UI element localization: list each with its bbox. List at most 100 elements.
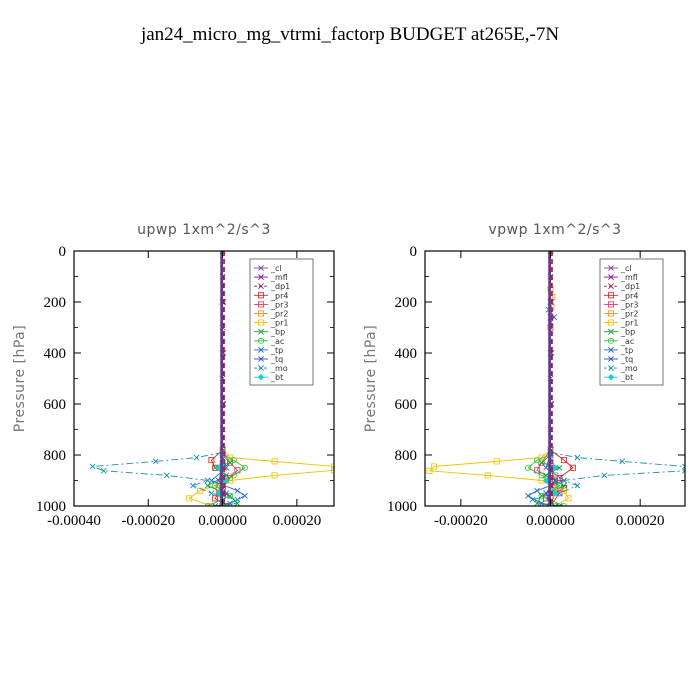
legend-label: _dp1 [620,282,640,291]
data-point-pr1 [186,495,193,502]
y-tick-label: 800 [395,448,418,464]
legend-label: _pr1 [620,319,638,328]
legend-marker [608,265,614,271]
y-tick-label: 1000 [387,499,417,515]
legend-label: _tp [270,346,283,355]
data-point-pr1 [484,472,491,479]
data-point-tq [543,490,549,497]
legend-label: _ac [620,337,634,346]
legend-label: _ac [270,337,284,346]
panel-title: upwp 1xm^2/s^3 [137,222,271,238]
legend-marker [258,265,264,271]
data-point-bp [212,464,219,471]
data-point-pr1 [565,495,572,502]
legend-label: _bp [620,328,635,337]
legend-marker [257,337,264,344]
legend-label: _pr1 [270,319,288,328]
legend-marker [258,346,264,353]
legend-marker [257,319,264,326]
data-point-tp [234,487,241,494]
data-point-bt [215,464,223,471]
legend-marker [258,328,264,335]
data-point-bt [551,464,559,471]
legend-label: _pr3 [620,300,638,309]
legend-marker [258,356,264,362]
legend-label: _bt [270,373,283,382]
legend-label: _mo [270,364,288,373]
y-axis-label: Pressure [hPa] [12,325,28,432]
y-tick-label: 600 [395,397,418,413]
data-point-pr4 [560,457,567,464]
data-point-ac [525,464,532,471]
series-line-pr1 [428,449,570,506]
x-tick-label: -0.00020 [434,513,488,529]
data-point-mo [682,467,685,474]
data-point-tp [525,492,532,499]
data-point-mo [574,454,581,461]
data-point-pr1 [426,467,433,474]
data-point-mo [193,454,200,461]
figure-title: jan24_micro_mg_vtrmi_factorp BUDGET at26… [140,24,559,45]
data-point-pr4 [208,457,215,464]
legend: _cl_mfl_dp1_pr4_pr3_pr2_pr1_bp_ac_tp_tq_… [599,258,664,386]
legend-label: _tp [620,346,633,355]
data-point-pr1 [271,458,278,465]
data-point-tp [212,503,219,506]
legend-marker [608,365,614,372]
data-point-tp [534,487,540,494]
data-point-pr1 [493,458,500,465]
legend-label: _mfl [620,273,638,282]
legend-marker [608,283,614,290]
legend-marker [608,301,615,308]
data-point-pr4 [212,495,219,502]
legend-marker [608,310,615,317]
legend-marker [257,374,265,381]
legend-marker [258,274,264,281]
legend-label: _mo [620,364,638,373]
panel-title: vpwp 1xm^2/s^3 [488,222,621,238]
legend-label: _bt [620,373,633,382]
data-point-ac [241,464,248,471]
data-point-tp [241,492,248,499]
data-point-mo [234,496,241,503]
data-point-mo [574,482,581,489]
x-tick-label: 0.00000 [198,513,247,529]
series-line-ac [527,454,565,506]
legend: _cl_mfl_dp1_pr4_pr3_pr2_pr1_bp_ac_tp_tq_… [249,258,314,386]
data-point-pr1 [430,463,437,470]
x-tick-label: -0.00020 [121,513,175,529]
legend-marker [607,374,615,381]
data-point-tp [556,503,563,506]
data-point-mo [152,458,159,465]
data-point-pr1 [271,472,278,479]
data-point-mo [189,482,196,489]
legend-label: _cl [620,264,632,273]
data-point-mo [100,467,107,474]
data-point-bp [552,503,558,506]
legend-label: _mfl [270,273,288,282]
y-axis-label: Pressure [hPa] [363,325,379,432]
data-point-mo [163,472,170,479]
data-point-pr4 [569,464,576,471]
x-tick-label: 0.00020 [616,513,665,529]
data-point-ac [538,492,545,499]
x-tick-label: -0.00040 [47,513,101,529]
data-point-mo [601,472,608,479]
data-point-mo [682,463,685,470]
data-point-tp [543,464,549,471]
chart-panel-vpwp: vpwp 1xm^2/s^3 Pressure [hPa] 0 200 400 600 80… [363,222,686,529]
legend-label: _bp [270,328,285,337]
legend-label: _pr3 [270,300,288,309]
data-point-bp [556,464,563,471]
data-point-mo [619,458,626,465]
legend-marker [257,301,264,308]
legend-marker [258,365,264,372]
data-point-pr1 [197,487,204,494]
data-point-mo [208,490,215,497]
series-line-ac [207,454,246,506]
y-tick-label: 400 [44,346,67,362]
legend-label: _tq [620,355,633,364]
legend-marker [257,292,264,299]
y-tick-label: 400 [395,346,418,362]
